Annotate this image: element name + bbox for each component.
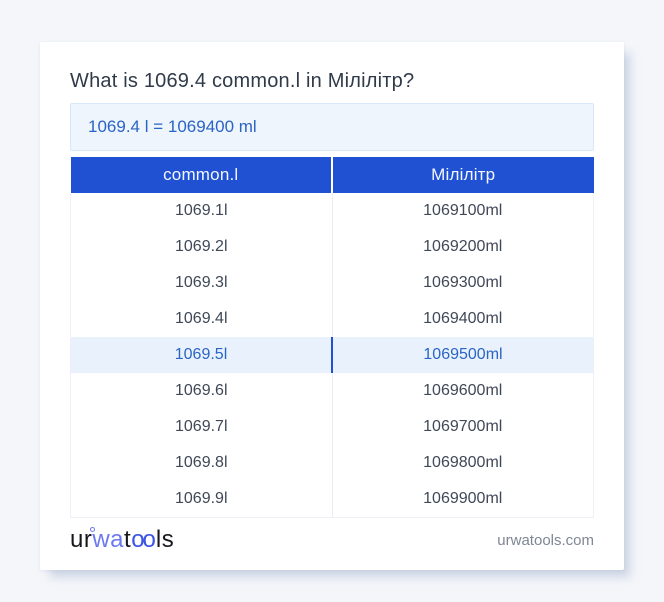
logo-segment: oo bbox=[131, 528, 156, 552]
cell-common-l[interactable]: 1069.5l bbox=[70, 337, 333, 373]
logo-segment: ur bbox=[70, 528, 92, 552]
logo-segment: ls bbox=[156, 528, 174, 552]
cell-milliliter: 1069800ml bbox=[332, 445, 594, 481]
column-header-common-l: common.l bbox=[70, 157, 333, 193]
footer: ur wa t oo ls urwatools.com bbox=[70, 518, 594, 563]
column-header-milliliter: Мілілітр bbox=[332, 157, 594, 193]
site-domain: urwatools.com bbox=[497, 531, 594, 549]
cell-milliliter: 1069300ml bbox=[332, 265, 594, 301]
table-row: 1069.1l 1069100ml bbox=[70, 193, 594, 229]
logo-segment-text: t bbox=[124, 526, 132, 553]
cell-common-l: 1069.3l bbox=[70, 265, 333, 301]
logo[interactable]: ur wa t oo ls bbox=[70, 526, 174, 553]
cell-milliliter: 1069100ml bbox=[332, 193, 594, 229]
cell-milliliter: 1069200ml bbox=[332, 229, 594, 265]
table-row: 1069.2l 1069200ml bbox=[70, 229, 594, 265]
cell-common-l: 1069.2l bbox=[70, 229, 333, 265]
cell-milliliter: 1069900ml bbox=[332, 481, 594, 518]
degree-mark-icon bbox=[90, 527, 96, 532]
logo-segment-text: ls bbox=[155, 526, 175, 553]
table-row: 1069.6l 1069600ml bbox=[70, 373, 594, 409]
cell-common-l: 1069.6l bbox=[70, 373, 333, 409]
table-body: 1069.1l 1069100ml 1069.2l 1069200ml 1069.3l 1… bbox=[70, 193, 594, 518]
table-header: common.l Мілілітр bbox=[70, 157, 594, 193]
answer-text: 1069.4 l = 1069400 ml bbox=[88, 117, 257, 136]
page-title: What is 1069.4 common.l in Мілілітр? bbox=[70, 70, 415, 92]
cell-common-l: 1069.9l bbox=[70, 481, 333, 518]
logo-segment-text: oo bbox=[131, 526, 156, 553]
table-row: 1069.9l 1069900ml bbox=[70, 481, 594, 518]
cell-common-l: 1069.7l bbox=[70, 409, 333, 445]
table-row: 1069.3l 1069300ml bbox=[70, 265, 594, 301]
cell-milliliter: 1069600ml bbox=[332, 373, 594, 409]
cell-milliliter: 1069400ml bbox=[332, 301, 594, 337]
cell-common-l: 1069.4l bbox=[70, 301, 333, 337]
logo-segment-text: wa bbox=[92, 526, 125, 553]
cell-milliliter: 1069700ml bbox=[332, 409, 594, 445]
table-header-row: common.l Мілілітр bbox=[70, 157, 594, 193]
conversion-table: common.l Мілілітр 1069.1l 1069100ml 1069.2… bbox=[70, 157, 594, 518]
table-row: 1069.7l 1069700ml bbox=[70, 409, 594, 445]
answer-box: 1069.4 l = 1069400 ml bbox=[70, 103, 594, 151]
cell-milliliter[interactable]: 1069500ml bbox=[332, 337, 594, 373]
logo-segment: wa bbox=[90, 526, 125, 553]
logo-segment-text: ur bbox=[70, 526, 93, 553]
cell-common-l: 1069.1l bbox=[70, 193, 333, 229]
table-row: 1069.4l 1069400ml bbox=[70, 301, 594, 337]
table-row[interactable]: 1069.5l 1069500ml bbox=[70, 337, 594, 373]
table-row: 1069.8l 1069800ml bbox=[70, 445, 594, 481]
cell-common-l: 1069.8l bbox=[70, 445, 333, 481]
conversion-card: What is 1069.4 common.l in Мілілітр? 106… bbox=[40, 42, 624, 570]
logo-segment: t bbox=[124, 528, 131, 552]
